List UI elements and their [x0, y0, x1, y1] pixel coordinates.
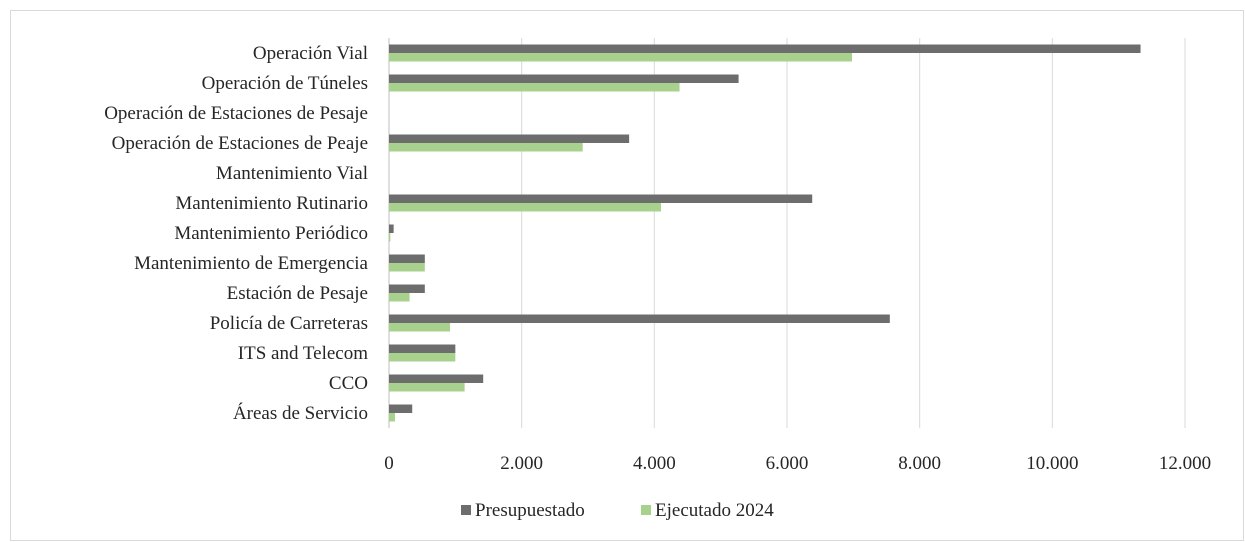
bar-presupuestado-policia-de-carreteras: [389, 314, 890, 323]
legend-swatch-presupuestado: [461, 505, 471, 515]
bars: [389, 44, 1141, 422]
bar-ejecutado-2024-operacion-vial: [389, 53, 853, 62]
gridlines: [388, 38, 1186, 428]
chart-frame: [10, 10, 1244, 541]
x-tick-label-1: 2.000: [500, 453, 543, 474]
bar-ejecutado-2024-operacion-de-estaciones-de-peaje: [389, 143, 583, 152]
bar-ejecutado-2024-its-and-telecom: [389, 353, 456, 362]
category-label-operacion-de-estaciones-de-pesaje: Operación de Estaciones de Pesaje: [104, 103, 368, 124]
legend-label-presupuestado: Presupuestado: [475, 500, 585, 521]
category-label-areas-de-servicio: Áreas de Servicio: [233, 402, 368, 424]
x-tick-labels: 0 2.000 4.000 6.000 8.000 10.000 12.000: [384, 453, 1211, 474]
category-label-operacion-vial: Operación Vial: [253, 43, 368, 64]
x-tick-label-0: 0: [384, 453, 394, 474]
x-tick-label-5: 10.000: [1026, 453, 1078, 474]
category-label-mantenimiento-periodico: Mantenimiento Periódico: [174, 223, 368, 244]
category-labels: Operación Vial Operación de Túneles Operac…: [104, 43, 368, 424]
bar-presupuestado-mantenimiento-rutinario: [389, 194, 813, 203]
legend: Presupuestado Ejecutado 2024: [461, 500, 774, 521]
category-label-policia-de-carreteras: Policía de Carreteras: [210, 313, 368, 334]
bar-presupuestado-operacion-de-tuneles: [389, 74, 739, 83]
bar-ejecutado-2024-areas-de-servicio: [389, 413, 395, 422]
bar-presupuestado-cco: [389, 374, 484, 383]
x-tick-label-6: 12.000: [1159, 453, 1211, 474]
bar-ejecutado-2024-mantenimiento-de-emergencia: [389, 263, 425, 272]
category-label-operacion-de-estaciones-de-peaje: Operación de Estaciones de Peaje: [112, 133, 368, 154]
bar-ejecutado-2024-policia-de-carreteras: [389, 323, 451, 332]
bar-ejecutado-2024-operacion-de-tuneles: [389, 83, 680, 92]
category-label-operacion-de-tuneles: Operación de Túneles: [202, 73, 368, 94]
bar-ejecutado-2024-cco: [389, 383, 465, 392]
bar-presupuestado-mantenimiento-de-emergencia: [389, 254, 425, 263]
x-tick-label-4: 8.000: [898, 453, 941, 474]
x-tick-label-3: 6.000: [766, 453, 809, 474]
bar-presupuestado-operacion-vial: [389, 44, 1141, 53]
category-label-mantenimiento-vial: Mantenimiento Vial: [216, 163, 368, 184]
category-label-estacion-de-pesaje: Estación de Pesaje: [227, 283, 368, 304]
bar-ejecutado-2024-estacion-de-pesaje: [389, 293, 410, 302]
bar-ejecutado-2024-mantenimiento-periodico: [389, 233, 391, 242]
category-label-mantenimiento-rutinario: Mantenimiento Rutinario: [175, 193, 368, 214]
category-label-mantenimiento-de-emergencia: Mantenimiento de Emergencia: [134, 253, 368, 274]
bar-presupuestado-areas-de-servicio: [389, 404, 413, 413]
bar-presupuestado-estacion-de-pesaje: [389, 284, 425, 293]
bar-presupuestado-operacion-de-estaciones-de-peaje: [389, 134, 630, 143]
x-tick-label-2: 4.000: [633, 453, 676, 474]
bar-ejecutado-2024-mantenimiento-rutinario: [389, 203, 661, 212]
category-label-its-and-telecom: ITS and Telecom: [238, 343, 368, 364]
bar-presupuestado-mantenimiento-periodico: [389, 224, 394, 233]
bar-presupuestado-its-and-telecom: [389, 344, 456, 353]
category-label-cco: CCO: [329, 373, 368, 394]
legend-label-ejecutado-2024: Ejecutado 2024: [655, 500, 774, 521]
legend-swatch-ejecutado-2024: [641, 505, 651, 515]
